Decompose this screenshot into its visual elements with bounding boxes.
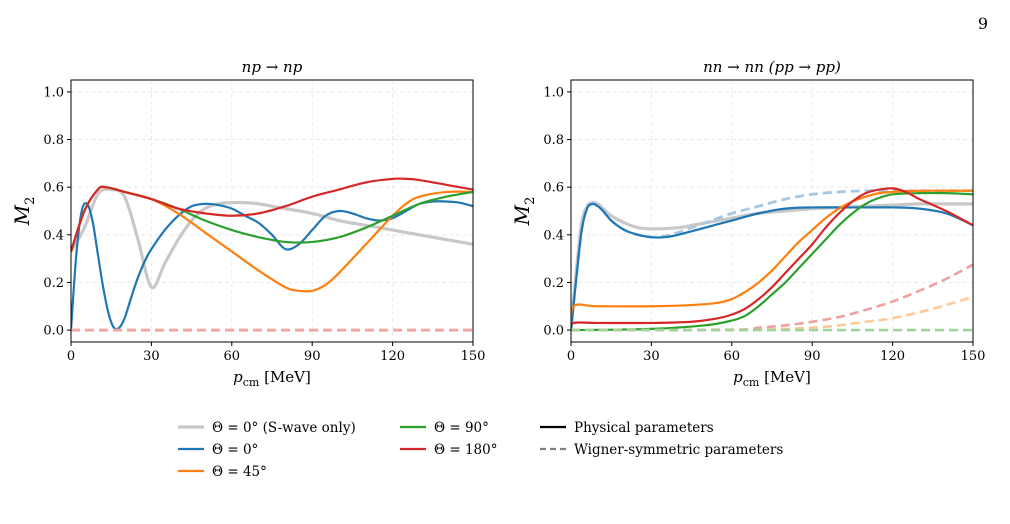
y-tick-label: 0.6 <box>43 181 64 196</box>
series-line-3 <box>571 189 973 331</box>
legend-label: Θ = 0° <box>212 442 258 458</box>
y-tick-label: 0.8 <box>43 133 64 148</box>
chart-panel-0: 0 30 60 90 120 150 0.0 0.2 0.4 0.6 0.8 1.0 np → np pc… <box>10 58 485 389</box>
x-tick-label: 60 <box>224 349 241 364</box>
legend-entry: Θ = 0° <box>178 442 258 458</box>
legend-entry: Θ = 45° <box>178 464 267 480</box>
legend-label: Θ = 0° (S-wave only) <box>212 420 356 436</box>
x-tick-label: 60 <box>724 349 741 364</box>
legend-entry: Wigner-symmetric parameters <box>540 442 783 458</box>
chart-panel-1: 0 30 60 90 120 150 0.0 0.2 0.4 0.6 0.8 1.0 nn → nn (… <box>510 58 985 389</box>
x-tick-label: 0 <box>567 349 575 364</box>
x-tick-label: 30 <box>143 349 160 364</box>
axes-frame <box>70 79 474 343</box>
legend-label: Physical parameters <box>574 420 714 436</box>
x-tick-label: 150 <box>961 349 986 364</box>
legend: Θ = 0° (S-wave only) Θ = 0° Θ = 45° Θ = 90°… <box>178 420 783 480</box>
legend-entry: Physical parameters <box>540 420 714 436</box>
x-tick-label: 0 <box>67 349 75 364</box>
chart-title: np → np <box>242 58 303 76</box>
x-axis-label: pcm [MeV] <box>733 368 811 389</box>
chart-panels: 0 30 60 90 120 150 0.0 0.2 0.4 0.6 0.8 1.0 np → np pc… <box>10 58 985 389</box>
legend-label: Θ = 45° <box>212 464 267 480</box>
y-axis-label: M2 <box>510 197 538 227</box>
series-line-0 <box>71 187 473 290</box>
chart-title: nn → nn (pp → pp) <box>703 58 841 76</box>
series-line-4 <box>71 177 473 252</box>
y-axis-label: M2 <box>10 197 38 227</box>
axes-frame <box>570 79 974 343</box>
y-tick-label: 0.2 <box>43 276 64 291</box>
legend-entry: Θ = 0° (S-wave only) <box>178 420 356 436</box>
y-tick-label: 0.2 <box>543 276 564 291</box>
x-tick-label: 30 <box>643 349 660 364</box>
y-tick-label: 0.6 <box>543 181 564 196</box>
x-tick-label: 90 <box>804 349 821 364</box>
series-group <box>571 187 973 332</box>
y-tick-label: 1.0 <box>543 85 564 100</box>
series-line-0 <box>571 200 973 331</box>
x-tick-label: 120 <box>380 349 405 364</box>
x-tick-label: 120 <box>880 349 905 364</box>
series-line-6 <box>571 295 973 332</box>
y-tick-label: 0.4 <box>543 228 564 243</box>
legend-label: Wigner-symmetric parameters <box>574 442 783 458</box>
series-line-4 <box>571 191 973 332</box>
series-line-2 <box>571 202 973 331</box>
legend-entry: Θ = 180° <box>400 442 497 458</box>
x-tick-label: 90 <box>304 349 321 364</box>
y-tick-label: 0.4 <box>43 228 64 243</box>
y-tick-label: 0.0 <box>43 324 64 339</box>
y-tick-label: 0.0 <box>543 324 564 339</box>
x-axis-label: pcm [MeV] <box>233 368 311 389</box>
legend-label: Θ = 90° <box>434 420 489 436</box>
series-line-7 <box>571 263 973 332</box>
series-line-5 <box>571 187 973 331</box>
y-tick-label: 1.0 <box>43 85 64 100</box>
x-tick-label: 150 <box>461 349 486 364</box>
legend-entry: Θ = 90° <box>400 420 489 436</box>
y-tick-label: 0.8 <box>543 133 564 148</box>
series-group <box>71 177 473 332</box>
page-number: 9 <box>977 14 988 33</box>
legend-label: Θ = 180° <box>434 442 497 458</box>
